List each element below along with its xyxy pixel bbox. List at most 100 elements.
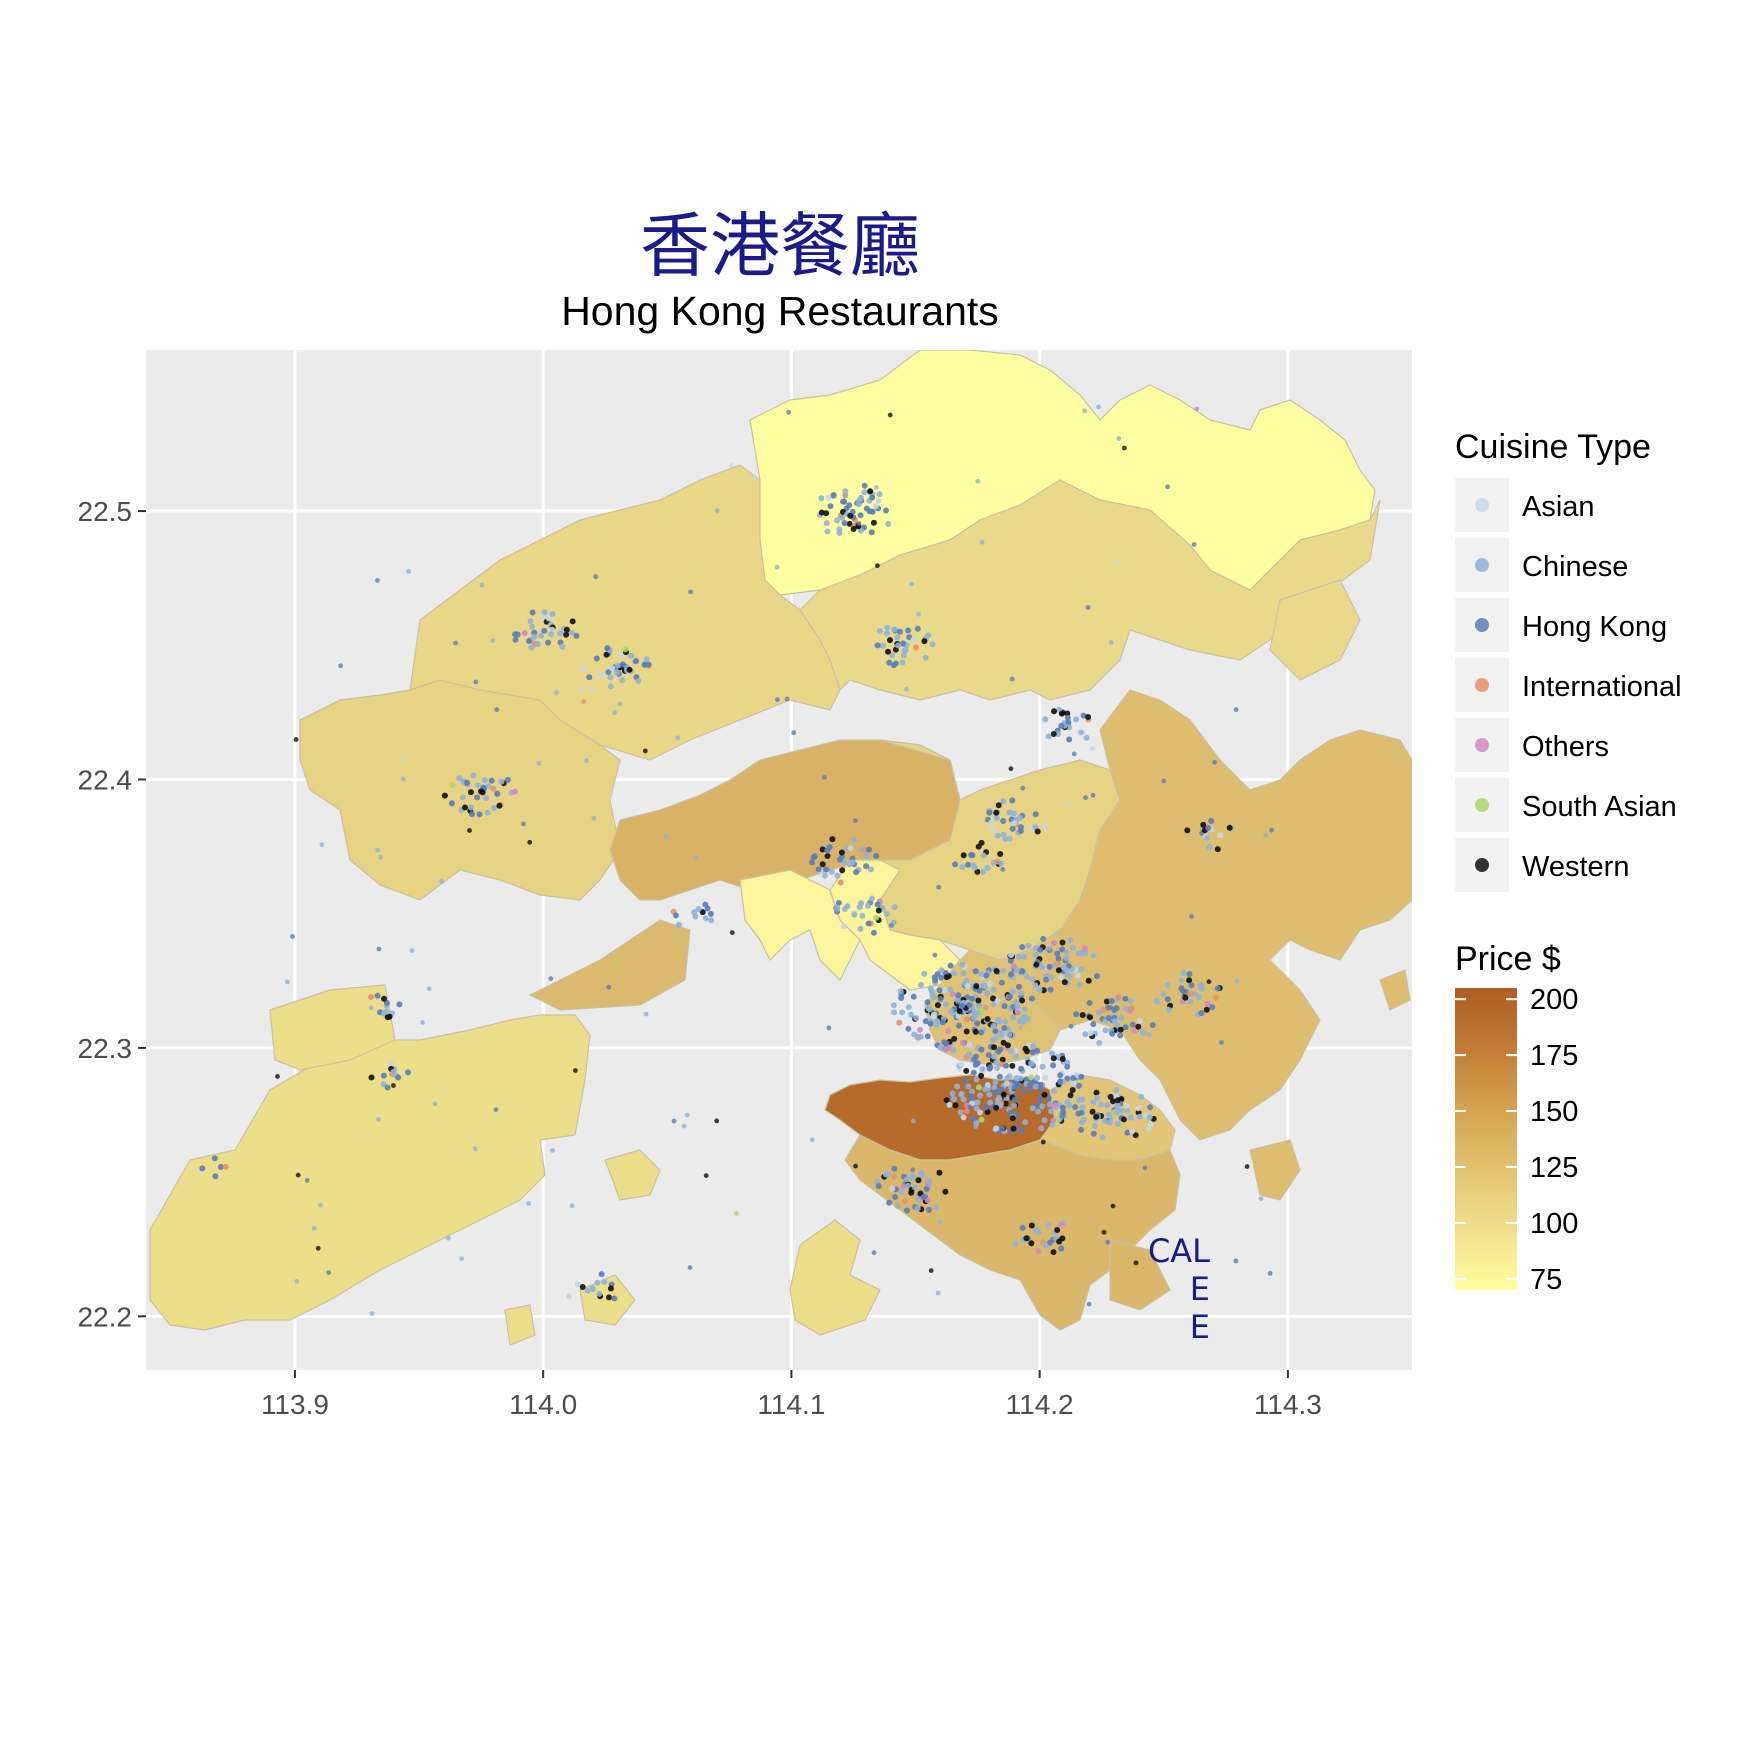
restaurant-point	[942, 1188, 949, 1195]
restaurant-point	[1090, 1130, 1097, 1137]
restaurant-point	[863, 863, 870, 870]
restaurant-point	[1064, 714, 1071, 721]
restaurant-point	[929, 641, 936, 648]
restaurant-point	[998, 1086, 1005, 1093]
price-colorbar	[1455, 988, 1517, 1290]
restaurant-point	[1154, 999, 1161, 1005]
restaurant-point	[1049, 1050, 1055, 1057]
restaurant-point	[1209, 1004, 1216, 1011]
restaurant-point	[1096, 404, 1101, 410]
restaurant-point	[974, 1099, 981, 1106]
restaurant-point	[955, 992, 962, 999]
restaurant-point	[884, 630, 890, 637]
restaurant-point	[1059, 946, 1066, 953]
restaurant-point	[869, 494, 876, 501]
restaurant-point	[1037, 946, 1044, 953]
restaurant-point	[496, 802, 503, 809]
restaurant-point	[930, 1013, 937, 1020]
restaurant-point	[899, 1009, 906, 1016]
restaurant-point	[420, 1020, 425, 1025]
restaurant-point	[541, 627, 548, 634]
restaurant-point	[866, 846, 872, 853]
restaurant-point	[526, 1201, 532, 1206]
restaurant-point	[675, 735, 681, 741]
restaurant-point	[933, 1204, 940, 1211]
restaurant-point	[945, 1028, 952, 1035]
restaurant-point	[1204, 1000, 1211, 1007]
restaurant-point	[935, 1290, 941, 1296]
legend-key-hong-kong	[1475, 618, 1489, 632]
restaurant-point	[1080, 1116, 1087, 1123]
restaurant-point	[606, 1294, 612, 1301]
restaurant-point	[966, 1041, 973, 1048]
restaurant-point	[952, 1102, 959, 1109]
legend-key-south-asian	[1475, 798, 1489, 812]
restaurant-point	[1136, 1113, 1143, 1120]
restaurant-point	[954, 996, 961, 1003]
restaurant-point	[1007, 957, 1014, 964]
restaurant-point	[702, 901, 709, 908]
restaurant-point	[573, 632, 580, 639]
restaurant-point	[613, 669, 620, 676]
restaurant-point	[1059, 1112, 1066, 1119]
restaurant-point	[1006, 809, 1013, 816]
restaurant-point	[998, 1061, 1005, 1068]
restaurant-point	[969, 1115, 976, 1122]
restaurant-point	[1074, 972, 1081, 979]
restaurant-point	[538, 632, 545, 639]
restaurant-point	[998, 1031, 1005, 1038]
restaurant-point	[1041, 1117, 1048, 1124]
restaurant-point	[467, 789, 474, 796]
restaurant-point	[951, 970, 957, 977]
restaurant-point	[936, 884, 942, 890]
restaurant-point	[1129, 1021, 1136, 1028]
restaurant-point	[964, 983, 971, 989]
restaurant-point	[1109, 1030, 1116, 1037]
restaurant-point	[1032, 982, 1039, 989]
restaurant-point	[937, 1219, 943, 1225]
restaurant-point	[1149, 1022, 1156, 1028]
restaurant-point	[891, 1009, 898, 1016]
restaurant-point	[1042, 1242, 1049, 1249]
restaurant-point	[295, 1172, 301, 1178]
restaurant-point	[921, 970, 928, 977]
restaurant-point	[439, 878, 445, 884]
restaurant-point	[619, 677, 626, 683]
restaurant-point	[1035, 1248, 1042, 1255]
restaurant-point	[729, 930, 735, 935]
restaurant-point	[998, 979, 1005, 986]
restaurant-point	[996, 1073, 1003, 1080]
restaurant-point	[1186, 971, 1193, 978]
restaurant-point	[512, 631, 519, 638]
restaurant-point	[951, 1035, 958, 1042]
restaurant-point	[918, 981, 924, 988]
restaurant-point	[911, 1118, 916, 1124]
restaurant-point	[1066, 973, 1073, 979]
restaurant-point	[952, 861, 959, 868]
restaurant-point	[609, 665, 616, 672]
restaurant-point	[1128, 1005, 1135, 1012]
legend-key-western	[1475, 858, 1489, 872]
restaurant-point	[383, 1008, 390, 1015]
restaurant-point	[809, 859, 815, 866]
restaurant-point	[988, 819, 995, 826]
restaurant-point	[1045, 733, 1052, 740]
restaurant-point	[1051, 708, 1057, 715]
restaurant-point	[1098, 1101, 1104, 1108]
restaurant-point	[211, 1155, 218, 1162]
restaurant-point	[375, 847, 381, 853]
restaurant-point	[1086, 999, 1093, 1006]
restaurant-point	[1014, 1003, 1021, 1010]
restaurant-point	[1100, 1007, 1107, 1013]
restaurant-point	[1002, 835, 1009, 842]
restaurant-point	[824, 853, 831, 859]
restaurant-point	[896, 1019, 903, 1026]
restaurant-point	[818, 495, 825, 502]
restaurant-point	[1009, 1062, 1016, 1069]
restaurant-point	[1160, 991, 1167, 998]
restaurant-point	[498, 778, 505, 785]
restaurant-point	[1102, 1027, 1109, 1034]
restaurant-point	[1067, 937, 1074, 944]
restaurant-point	[875, 497, 882, 504]
restaurant-point	[528, 644, 535, 651]
